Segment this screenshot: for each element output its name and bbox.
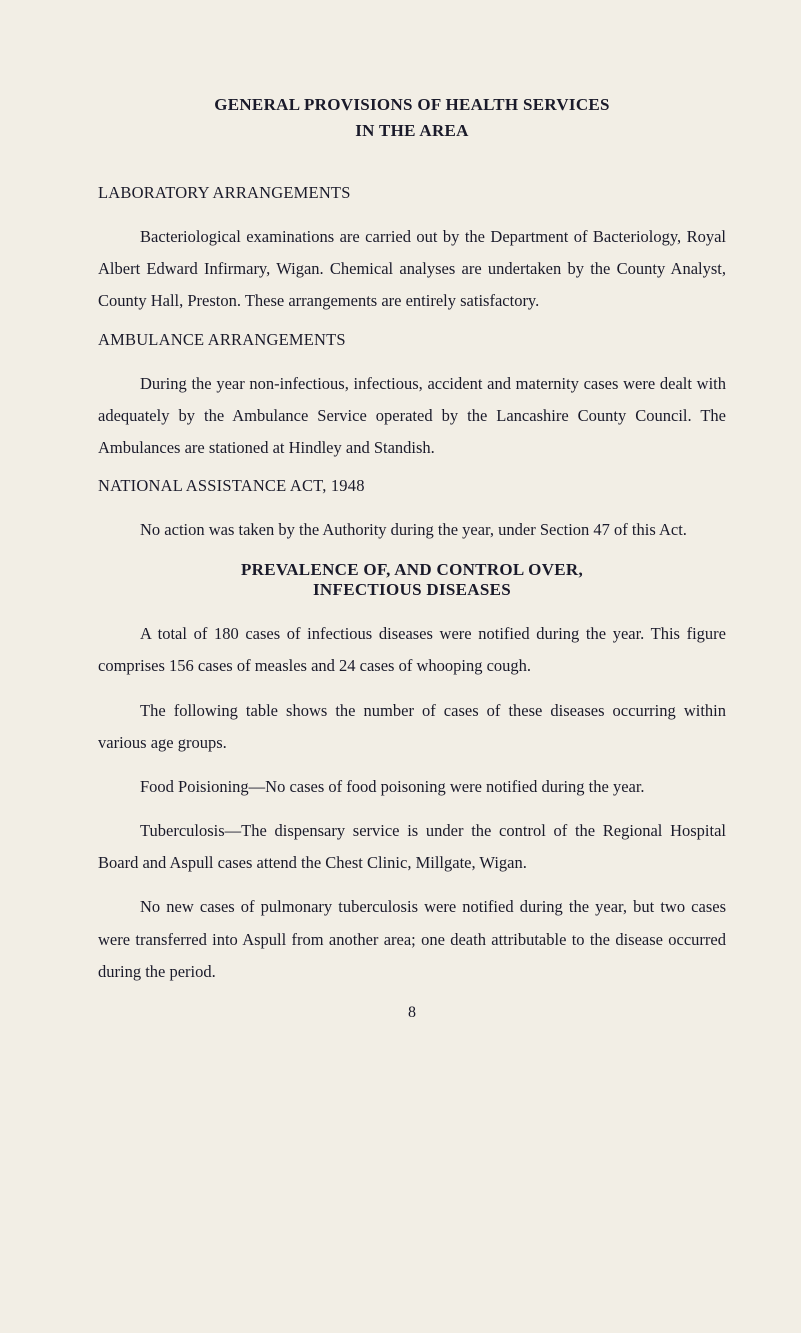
page-number: 8 [98,1004,726,1022]
prevalence-paragraph3: Food Poisioning—No cases of food poisoni… [98,771,726,803]
prevalence-paragraph4: Tuberculosis—The dispensary service is u… [98,815,726,879]
prevalence-title-line1: PREVALENCE OF, AND CONTROL OVER, [98,560,726,580]
prevalence-paragraph2: The following table shows the number of … [98,695,726,759]
national-paragraph: No action was taken by the Authority dur… [98,514,726,546]
ambulance-paragraph: During the year non-infectious, infectio… [98,368,726,465]
document-title-line2: IN THE AREA [98,121,726,141]
ambulance-heading: AMBULANCE ARRANGEMENTS [98,330,726,350]
laboratory-heading: LABORATORY ARRANGEMENTS [98,183,726,203]
prevalence-paragraph1: A total of 180 cases of infectious disea… [98,618,726,682]
laboratory-paragraph: Bacteriological examinations are carried… [98,221,726,318]
document-title-line1: GENERAL PROVISIONS OF HEALTH SERVICES [98,95,726,115]
national-heading: NATIONAL ASSISTANCE ACT, 1948 [98,476,726,496]
prevalence-paragraph5: No new cases of pulmonary tuberculosis w… [98,891,726,988]
prevalence-title-line2: INFECTIOUS DISEASES [98,580,726,600]
